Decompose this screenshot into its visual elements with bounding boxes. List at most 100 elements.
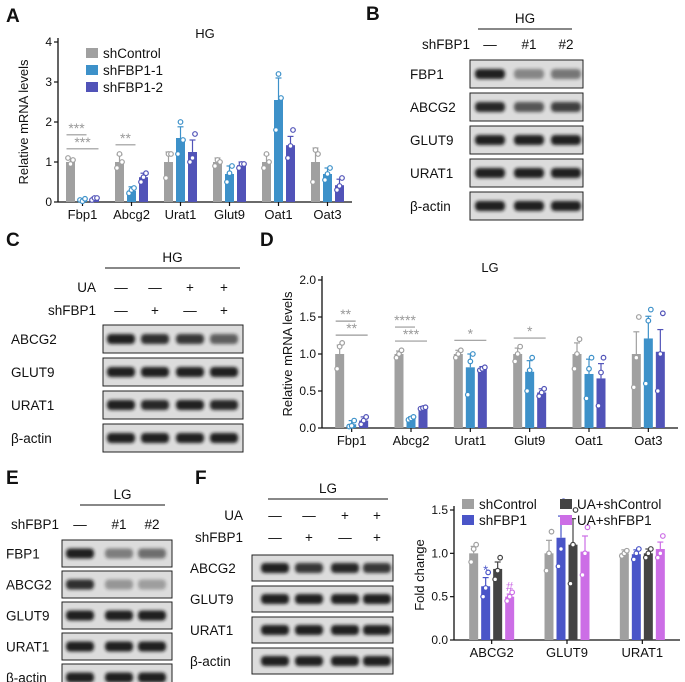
x-tick-label: Glut9 — [214, 207, 245, 222]
blot-band — [138, 548, 166, 559]
y-tick-label: 0.0 — [299, 421, 316, 435]
data-point — [468, 559, 475, 565]
blot-band — [138, 610, 166, 621]
blot-band — [107, 367, 135, 377]
data-point — [217, 159, 223, 165]
blot-band — [66, 641, 94, 652]
data-point — [576, 336, 583, 343]
bar — [556, 537, 566, 640]
x-tick-label: ABCG2 — [470, 645, 514, 660]
data-point — [334, 365, 341, 372]
legend-swatch — [86, 48, 98, 58]
data-point — [140, 174, 147, 181]
panel-label-f: F — [195, 468, 207, 489]
data-point — [119, 159, 125, 165]
data-point — [506, 593, 513, 600]
blot-band — [331, 594, 359, 604]
data-point — [177, 119, 184, 125]
blot-band — [295, 563, 323, 573]
bar — [525, 371, 535, 428]
data-point — [285, 155, 291, 161]
data-point — [175, 151, 181, 157]
blot-band — [331, 656, 359, 666]
blot-lane-label: #2 — [558, 37, 573, 52]
legend-swatch — [86, 65, 98, 75]
x-tick-label: Glut9 — [514, 433, 545, 448]
legend-label: shFBP1-1 — [103, 63, 163, 78]
data-point — [131, 185, 137, 191]
blot-treatment-value: — — [268, 530, 282, 545]
bar — [505, 596, 515, 640]
x-tick-label: Oat3 — [634, 433, 662, 448]
data-point — [339, 175, 345, 181]
data-point — [543, 567, 550, 574]
data-point — [116, 151, 123, 157]
significance-label: ** — [340, 306, 351, 322]
data-point — [275, 71, 282, 77]
blot-treatment-label: UA — [77, 280, 96, 295]
y-tick-label: 4 — [45, 35, 52, 49]
legend-swatch — [86, 82, 98, 92]
blot-row-label: FBP1 — [410, 67, 444, 82]
blot-band — [210, 433, 238, 443]
blot-band — [141, 367, 169, 377]
data-point — [224, 179, 230, 185]
blot-band — [210, 334, 238, 344]
data-point — [514, 351, 521, 357]
data-point — [348, 422, 355, 429]
blot-band — [551, 102, 581, 112]
western-blot-c: HG UA — — + + shFBP1 — + — + ABCG2 GLUT9 URAT1 β-actin — [11, 250, 244, 453]
data-point — [654, 388, 661, 394]
blot-lane-label: — — [483, 37, 497, 52]
blot-band — [514, 135, 544, 145]
blot-band — [107, 334, 135, 344]
data-point — [226, 170, 233, 177]
data-point — [541, 385, 548, 392]
data-point — [494, 567, 501, 574]
data-point — [114, 165, 120, 171]
bar — [188, 152, 197, 202]
blot-treatment-label: shFBP1 — [11, 517, 59, 532]
blot-band — [66, 610, 94, 621]
data-point — [263, 151, 270, 157]
blot-row-label: GLUT9 — [410, 133, 454, 148]
blot-treatment-value: + — [341, 508, 349, 523]
bar — [335, 354, 345, 428]
y-axis-label: Relative mRNA levels — [280, 291, 295, 416]
x-tick-label: Oat1 — [264, 207, 292, 222]
chart-title: HG — [195, 26, 215, 41]
blot-band — [105, 610, 133, 621]
y-axis-label: Relative mRNA levels — [16, 59, 31, 184]
blot-row-label: GLUT9 — [190, 592, 234, 607]
blot-treatment-value: — — [114, 303, 128, 318]
bar — [66, 162, 75, 202]
data-point — [327, 165, 333, 171]
blot-band — [295, 656, 323, 666]
bar — [225, 174, 234, 202]
legend-swatch — [560, 515, 572, 525]
bar — [139, 177, 148, 202]
blot-band — [138, 672, 166, 682]
data-point — [512, 358, 519, 365]
data-point — [497, 554, 504, 561]
data-point — [229, 163, 235, 169]
data-point — [266, 159, 272, 165]
bar — [176, 138, 185, 202]
panel-label-e: E — [6, 468, 19, 489]
data-point — [273, 127, 279, 133]
bar — [584, 373, 594, 428]
significance-label: ** — [120, 130, 131, 146]
data-point — [558, 546, 564, 552]
bar — [323, 174, 332, 202]
blot-band — [363, 625, 391, 635]
x-tick-label: Abcg2 — [393, 433, 430, 448]
bar — [335, 185, 344, 202]
x-tick-label: Oat3 — [313, 207, 341, 222]
data-point — [574, 351, 580, 357]
bar — [406, 418, 416, 428]
data-point — [647, 306, 654, 313]
blot-row-label: URAT1 — [410, 166, 453, 181]
data-point — [82, 195, 88, 202]
x-tick-label: URAT1 — [622, 645, 664, 660]
blot-row-label: ABCG2 — [11, 332, 57, 347]
